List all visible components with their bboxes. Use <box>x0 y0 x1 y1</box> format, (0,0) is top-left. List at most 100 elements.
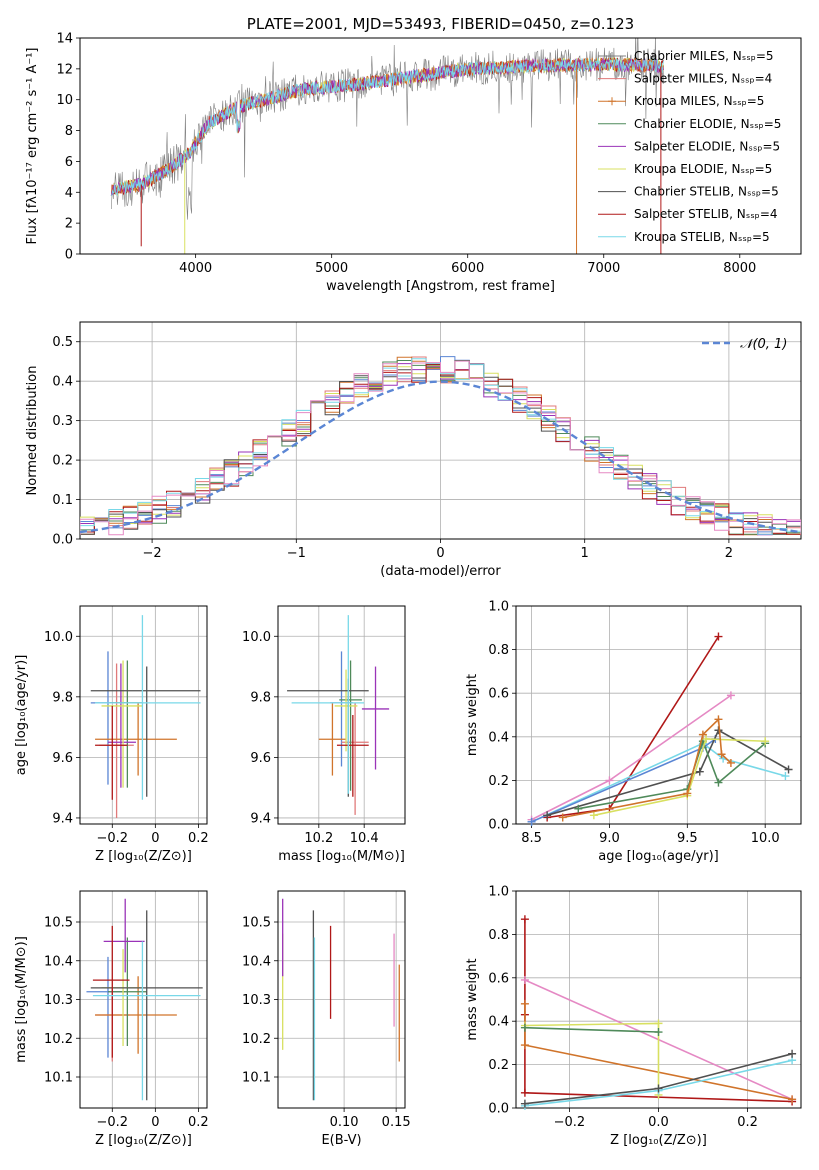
y-tick-label: 0.2 <box>488 1058 509 1073</box>
series-line-model-kroupa_stelib <box>110 57 664 197</box>
axes-frame <box>515 890 802 1109</box>
y-tick-label: 9.6 <box>52 751 73 766</box>
age-vs-mass-panel: 10.2 10.4 9.4 9.6 9.8 10.0 mass [log₁₀(M/M⊙)] <box>242 605 406 864</box>
data-point-marker <box>520 1099 529 1108</box>
series-line-data-spectrum <box>111 38 664 220</box>
y-axis-label: mass weight <box>465 674 480 756</box>
axes-frame <box>79 37 802 255</box>
axes-frame <box>515 605 802 825</box>
y-tick-label: 0 <box>65 248 73 263</box>
y-tick-label: 10 <box>56 93 73 108</box>
y-axis-label: mass [log₁₀(M/M⊙)] <box>14 936 29 1063</box>
x-tick-label: 0 <box>436 546 444 561</box>
series-line-normal-pdf <box>80 380 801 534</box>
legend: Chabrier MILES, Nₛₛₚ=5 Salpeter MILES, Nₛ… <box>598 49 781 244</box>
y-tick-label: 0.6 <box>488 971 509 986</box>
x-tick-label: 0.0 <box>648 1115 669 1130</box>
data-point-marker <box>520 1088 529 1097</box>
data-point-marker <box>520 999 529 1008</box>
y-tick-label: 10.4 <box>44 954 73 969</box>
x-tick-label: 10.4 <box>350 831 379 846</box>
series-line-model-kroupa_miles <box>110 57 664 196</box>
y-tick-label: 0.0 <box>52 533 73 548</box>
data-point-marker <box>520 1023 529 1032</box>
y-tick-label: 9.8 <box>52 690 73 705</box>
series-line-kroupa_miles <box>562 717 732 819</box>
y-tick-label: 0.6 <box>488 687 509 702</box>
y-tick-label: 0.8 <box>488 643 509 658</box>
y-tick-label: 14 <box>56 32 73 47</box>
data-point-marker <box>714 715 723 724</box>
y-axis-label: Normed distribution <box>25 366 40 496</box>
x-tick-label: 1 <box>581 546 589 561</box>
data-point-marker <box>654 1019 663 1028</box>
spectrum-panel: 4000 5000 6000 7000 8000 0 2 4 6 8 10 12 14 wavelengt… <box>25 15 802 294</box>
legend-entry: Salpeter MILES, Nₛₛₚ=4 <box>634 72 772 86</box>
residuals-panel: −2 −1 0 1 2 0.0 0.1 0.2 0.3 0.4 0.5 (data-model)/er… <box>25 321 802 579</box>
x-tick-label: 0 <box>151 1115 159 1130</box>
y-tick-label: 10.0 <box>44 630 73 645</box>
data-point-marker <box>726 691 735 700</box>
data-point-marker <box>520 915 529 924</box>
x-tick-label: 7000 <box>587 261 620 276</box>
legend-entry: Kroupa MILES, Nₛₛₚ=5 <box>634 94 764 108</box>
x-axis-label: Z [log₁₀(Z/Z⊙)] <box>95 1133 192 1148</box>
data-point-marker <box>698 730 707 739</box>
data-point-marker <box>788 1049 797 1058</box>
y-tick-label: 10.5 <box>44 916 73 931</box>
legend-marker <box>608 97 616 106</box>
x-tick-label: 0.15 <box>382 1115 411 1130</box>
data-point-marker <box>543 811 552 820</box>
data-point-marker <box>520 1041 529 1050</box>
axes-frame <box>79 321 802 540</box>
legend-entry: Salpeter STELIB, Nₛₛₚ=4 <box>634 207 778 221</box>
x-axis-label: E(B-V) <box>321 1133 361 1148</box>
y-tick-label: 0.3 <box>52 414 73 429</box>
data-point-marker <box>558 813 567 822</box>
y-tick-label: 0.4 <box>488 730 509 745</box>
x-tick-label: −1 <box>287 546 306 561</box>
data-point-marker <box>784 765 793 774</box>
axes-frame <box>79 890 208 1109</box>
weight-vs-age-panel: 8.5 9.0 9.5 10.0 0.0 0.2 0.4 0.6 0.8 1.0 age [log₁… <box>465 600 802 864</box>
data-point-marker <box>702 734 710 743</box>
legend-marker <box>608 52 616 60</box>
age-vs-Z-panel: −0.2 0 0.2 9.4 9.6 9.8 10.0 Z [log₁₀(Z/Z⊙)] age … <box>14 605 209 864</box>
x-tick-label: 9.5 <box>677 831 698 846</box>
y-tick-label: 8 <box>65 124 73 139</box>
axes-frame <box>277 605 406 825</box>
legend-entry: 𝒩(0, 1) <box>740 337 787 352</box>
x-tick-label: 10.0 <box>751 831 780 846</box>
chart-title: PLATE=2001, MJD=53493, FIBERID=0450, z=0… <box>247 15 634 33</box>
x-tick-label: 9.0 <box>599 831 620 846</box>
y-tick-label: 0.0 <box>488 1102 509 1117</box>
y-tick-label: 9.4 <box>250 811 271 826</box>
legend-entry: Chabrier STELIB, Nₛₛₚ=5 <box>634 185 779 199</box>
data-point-marker <box>589 811 598 820</box>
y-tick-label: 1.0 <box>488 600 509 615</box>
series-line-chabrier_elodie <box>524 1026 659 1033</box>
data-point-marker <box>654 1084 663 1093</box>
y-tick-label: 4 <box>65 186 73 201</box>
data-point-marker <box>714 632 723 641</box>
series-line-chabrier_stelib <box>546 729 789 817</box>
x-tick-label: −0.2 <box>96 1115 128 1130</box>
x-axis-label: wavelength [Angstrom, rest frame] <box>326 279 555 294</box>
y-tick-label: 10.2 <box>242 1032 271 1047</box>
data-point-marker <box>520 975 529 984</box>
x-tick-label: 5000 <box>315 261 348 276</box>
axes-frame <box>79 605 208 825</box>
y-axis-label: age [log₁₀(age/yr)] <box>14 655 29 776</box>
x-tick-label: −0.2 <box>554 1115 586 1130</box>
data-point-marker <box>714 778 723 787</box>
x-tick-label: 0 <box>151 831 159 846</box>
x-tick-label: 6000 <box>451 261 484 276</box>
data-point-marker <box>726 758 735 767</box>
axes-frame <box>277 890 406 1109</box>
x-axis-label: mass [log₁₀(M/M⊙)] <box>278 849 405 864</box>
data-point-marker <box>717 750 726 759</box>
y-tick-label: 0.2 <box>52 454 73 469</box>
data-point-marker <box>527 817 536 826</box>
x-tick-label: 0.2 <box>737 1115 758 1130</box>
